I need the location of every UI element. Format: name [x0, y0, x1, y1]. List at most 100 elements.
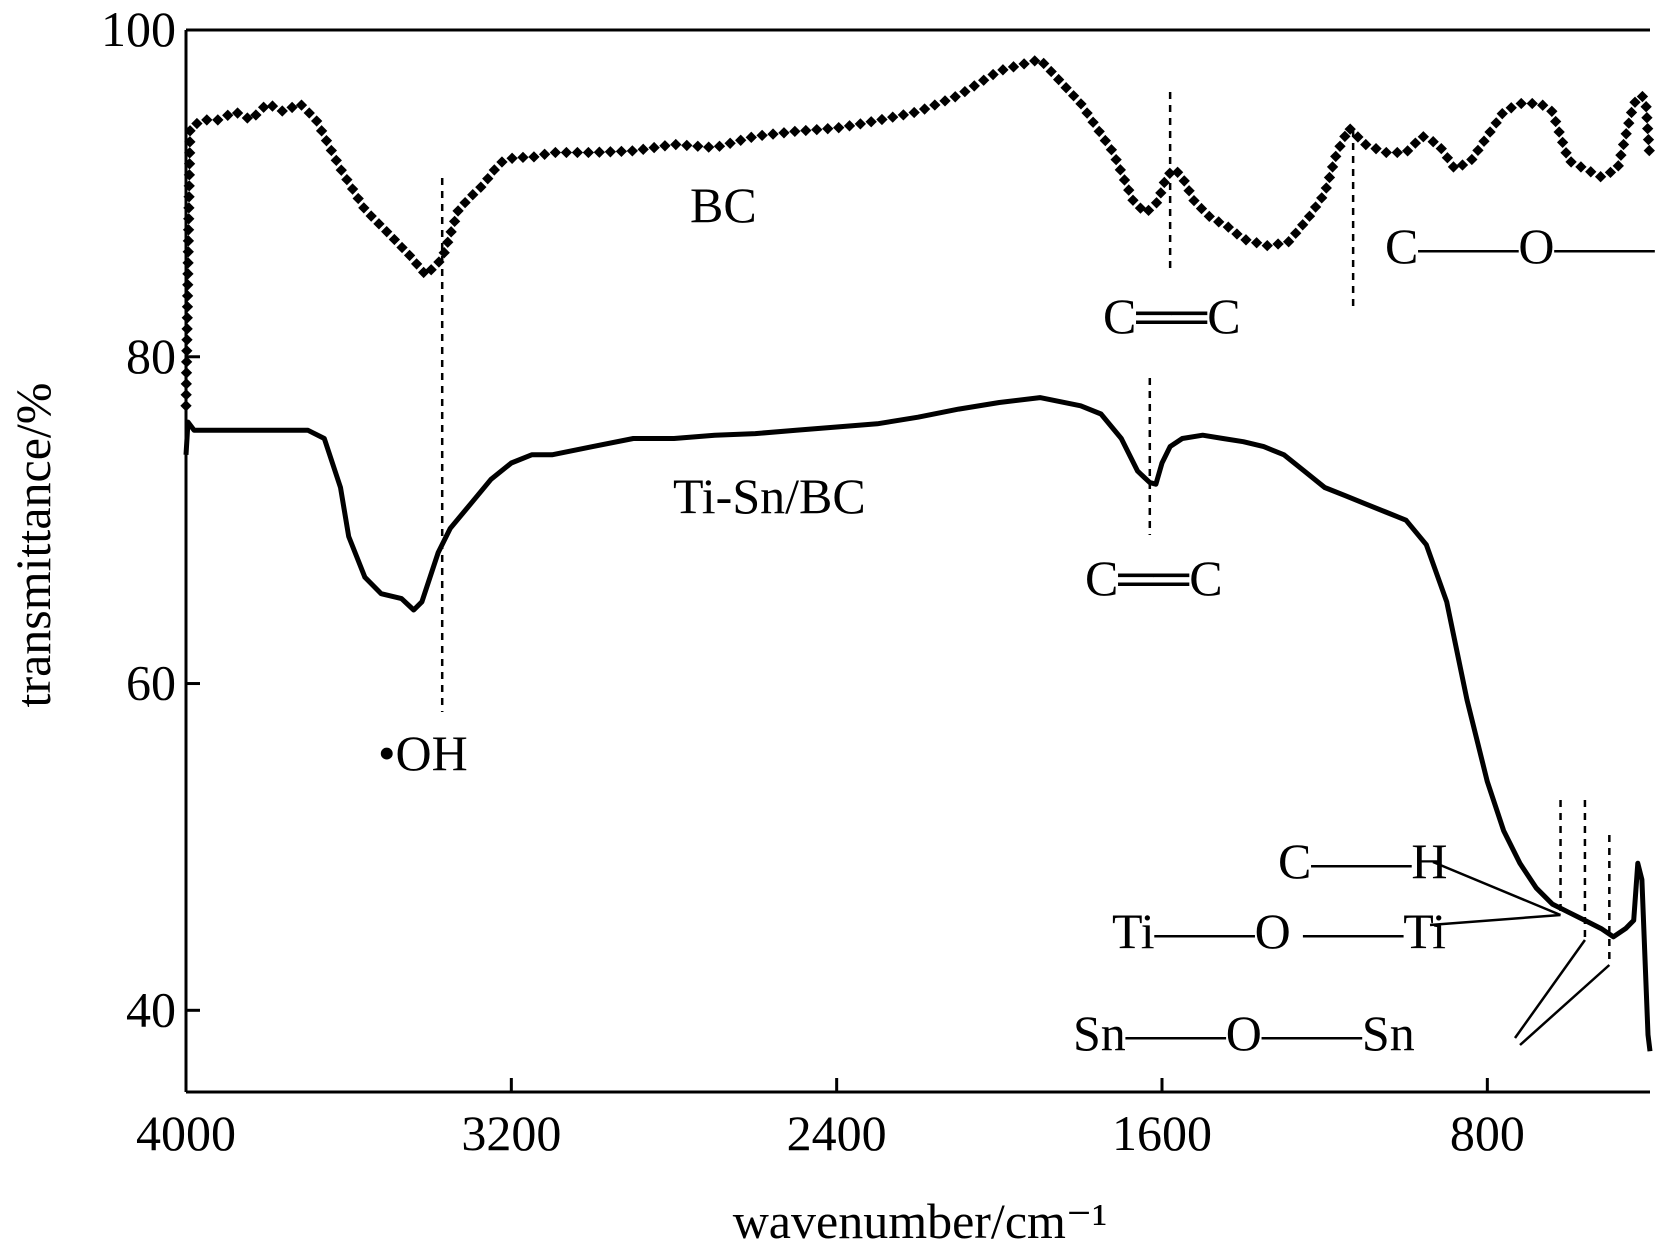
series-bc-marker — [1290, 227, 1302, 239]
series-bc-marker — [1641, 112, 1653, 124]
series-bc-marker — [212, 114, 224, 126]
series-bc-marker — [1640, 101, 1652, 113]
series-bc-marker — [231, 107, 244, 119]
series-bc-marker — [939, 95, 951, 107]
series-bc-marker — [1134, 202, 1147, 214]
series-bc-marker — [1472, 144, 1484, 157]
series-bc-marker — [918, 103, 931, 115]
series-bc-marker — [1231, 228, 1243, 240]
series-bc-marker — [843, 120, 856, 132]
series-bc-marker — [1105, 144, 1118, 156]
series-bc-marker — [352, 192, 364, 205]
series-bc-marker — [703, 141, 715, 153]
series-bc-marker — [1370, 143, 1382, 155]
series-bc-marker — [184, 125, 196, 137]
series-bc-marker — [1334, 140, 1346, 152]
series-bc-marker — [388, 233, 401, 246]
series-bc-marker — [560, 146, 573, 159]
annotation-ti-o-ti: Ti——O ——Ti — [1112, 903, 1446, 959]
series-bc-marker — [1261, 239, 1273, 252]
series-bc-marker — [183, 158, 196, 170]
series-bc-marker — [373, 218, 385, 230]
series-bc-marker — [1526, 97, 1538, 110]
x-axis-title: wavenumber/cm⁻¹ — [733, 1193, 1108, 1249]
series-bc-marker — [692, 140, 704, 152]
series-bc-marker — [475, 181, 487, 193]
series-bc-marker — [1123, 184, 1135, 196]
series-bc-marker — [659, 140, 671, 152]
series-bc-marker — [181, 301, 194, 313]
series-bc-marker — [1330, 150, 1342, 163]
series-ti-sn-bc-line — [183, 395, 1653, 1052]
series-bc-marker — [1478, 135, 1490, 147]
series-bc-marker — [908, 106, 920, 119]
annotation-oh: •OH — [378, 725, 468, 781]
series-bc-marker — [1081, 107, 1093, 119]
series-bc-marker — [222, 109, 234, 121]
series-bc-marker — [1150, 197, 1163, 209]
series-bc-marker — [1067, 90, 1080, 102]
series-bc-marker — [452, 205, 464, 217]
x-tick-label: 2400 — [787, 1105, 887, 1161]
series-bc-marker — [1546, 105, 1558, 117]
series-bc-marker — [1178, 175, 1190, 187]
series-bc-marker — [593, 146, 606, 158]
series-bc-marker — [767, 128, 779, 140]
series-bc-marker — [854, 118, 867, 130]
series-bc-marker — [1612, 160, 1624, 172]
y-tick-label: 60 — [126, 655, 176, 711]
series-bc-marker — [295, 99, 308, 111]
series-bc-marker — [1391, 146, 1403, 159]
annotation-leader-line — [1513, 939, 1586, 1039]
series-bc-marker — [1642, 133, 1655, 146]
series-bc-marker — [1615, 149, 1627, 161]
series-bc-marker — [266, 100, 279, 112]
series-bc-marker — [191, 117, 203, 130]
series-bc-marker — [538, 148, 551, 160]
series-bc-marker — [182, 246, 194, 258]
series-bc-marker — [1550, 115, 1562, 128]
y-tick-label: 100 — [101, 1, 176, 57]
axis-ticks: 4000 3200 2400 1600 800 100 80 60 40 — [101, 1, 1525, 1161]
series-bc-marker — [987, 68, 999, 81]
series-bc-marker — [482, 173, 494, 185]
series-bc-marker — [1594, 171, 1607, 183]
series-bc-marker — [325, 144, 337, 157]
series-bc-marker — [1360, 138, 1372, 151]
series-bc-marker — [978, 74, 990, 86]
series-bc-marker — [1087, 116, 1099, 128]
series-bc-marker — [800, 124, 812, 137]
series-bc-marker — [1642, 122, 1654, 135]
series-bc-marker — [365, 210, 377, 222]
series-bc-marker — [1496, 108, 1508, 120]
series-bc-marker — [1623, 117, 1635, 129]
series-bc-marker — [1604, 166, 1617, 179]
series-bc-marker — [1007, 61, 1020, 73]
series-bc-marker — [1240, 234, 1252, 246]
series-bc-marker — [1629, 96, 1641, 108]
series-bc-marker — [1222, 221, 1234, 233]
series-bc-marker — [442, 236, 454, 248]
annotation-sn-o-sn: Sn——O——Sn — [1073, 1005, 1415, 1061]
series-bc-marker — [1118, 174, 1131, 186]
annotation-leader-line — [1432, 860, 1562, 917]
series-bc-marker — [1323, 171, 1336, 184]
series-bc-marker — [517, 151, 529, 164]
series-bc-marker — [1099, 134, 1111, 147]
series-bc-marker — [626, 145, 639, 157]
series-bc-marker — [182, 279, 194, 291]
x-tick-label: 3200 — [461, 1105, 561, 1161]
series-label-ti-sn-bc: Ti-Sn/BC — [673, 468, 866, 524]
series-bc-marker — [257, 101, 270, 113]
series-bc-marker — [1401, 145, 1414, 157]
series-bc-marker — [180, 389, 192, 401]
series-bc-marker — [182, 224, 195, 236]
series-bc-marker — [1114, 164, 1127, 176]
series-bc-marker — [181, 290, 194, 302]
series-bc-marker — [1053, 73, 1065, 86]
series-bc-marker — [182, 257, 194, 269]
series-bc-marker — [459, 196, 471, 209]
series-bc-marker — [528, 151, 540, 163]
series-bc-marker — [1316, 192, 1328, 204]
series-bc-marker — [1484, 126, 1496, 138]
